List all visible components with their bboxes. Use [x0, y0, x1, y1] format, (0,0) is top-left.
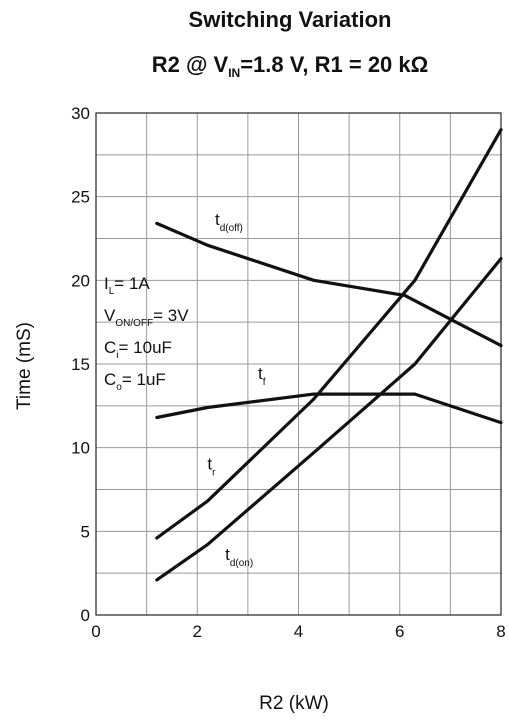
y-tick-label: 20: [71, 271, 90, 290]
x-tick-label: 0: [91, 622, 100, 641]
x-tick-label: 8: [496, 622, 505, 641]
series-lines: [155, 128, 503, 582]
chart-subtitle-sub: IN: [228, 66, 240, 80]
y-tick-label: 10: [71, 439, 90, 458]
series-line-tf: [155, 392, 503, 425]
plot-frame: [95, 112, 502, 616]
series-label: tf: [258, 364, 266, 388]
chart-subtitle-prefix: R2 @ V: [152, 52, 229, 77]
y-tick-label: 5: [81, 522, 90, 541]
series-line-tr: [155, 128, 503, 540]
y-tick-label: 0: [81, 606, 90, 625]
x-tick-label: 4: [294, 622, 303, 641]
series-label: tr: [207, 454, 216, 478]
y-tick-label: 25: [71, 188, 90, 207]
y-tick-labels: 0 5 10 15 20 25 30: [71, 104, 90, 625]
chart-subtitle: R2 @ VIN=1.8 V, R1 = 20 kΩ: [152, 52, 429, 80]
condition-annotation: Co= 1uF: [104, 370, 166, 393]
y-tick-label: 30: [71, 104, 90, 123]
condition-annotation: VON/OFF= 3V: [104, 306, 189, 329]
series-labels: td(off) tf tr td(on): [207, 210, 265, 569]
x-axis-label: R2 (kW): [259, 693, 329, 714]
condition-annotations: IL= 1A VON/OFF= 3V Ci= 10uF Co= 1uF: [104, 274, 189, 393]
series-label: td(off): [215, 210, 243, 234]
y-axis-label: Time (mS): [14, 322, 35, 410]
chart-subtitle-suffix: =1.8 V, R1 = 20 kΩ: [240, 52, 428, 77]
series-label: td(on): [225, 545, 253, 569]
condition-annotation: Ci= 10uF: [104, 338, 172, 361]
series-line-tdon: [155, 257, 503, 582]
x-tick-label: 2: [193, 622, 202, 641]
series-line-tdoff: [155, 221, 503, 348]
y-tick-label: 15: [71, 355, 90, 374]
x-tick-labels: 0 2 4 6 8: [91, 622, 505, 641]
chart-title: Switching Variation: [189, 7, 392, 32]
condition-annotation: IL= 1A: [104, 274, 150, 297]
grid: [96, 113, 501, 615]
x-tick-label: 6: [395, 622, 404, 641]
